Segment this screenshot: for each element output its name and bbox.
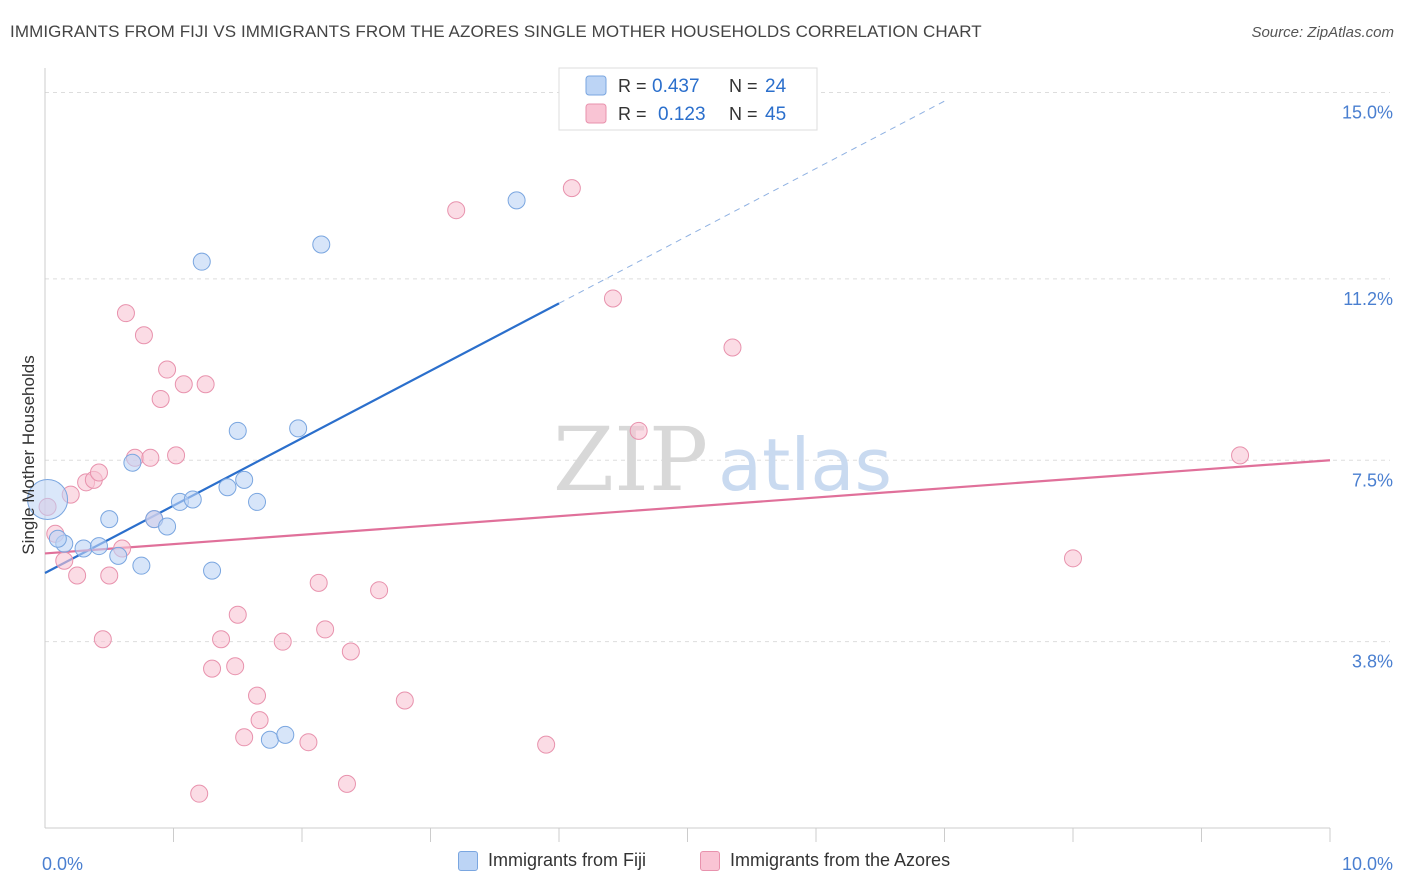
- point-azores-44: [1231, 446, 1250, 465]
- point-azores-20: [190, 784, 209, 803]
- legend-fiji-r-value: 0.437: [652, 76, 700, 97]
- gridlines: [45, 92, 1390, 643]
- point-fiji-5: [109, 546, 128, 565]
- point-fiji-20: [289, 419, 308, 438]
- point-fiji-9: [158, 517, 177, 536]
- point-fiji-17: [248, 492, 267, 511]
- point-fiji-12: [192, 252, 211, 271]
- legend-azores-r-value: 0.123: [658, 104, 706, 125]
- source-label: Source: ZipAtlas.com: [1251, 24, 1394, 41]
- point-fiji-2: [74, 539, 93, 558]
- point-azores-35: [370, 581, 389, 600]
- point-fiji-14: [218, 478, 237, 497]
- point-azores-7: [89, 463, 108, 482]
- point-azores-4: [68, 566, 87, 585]
- chart-title: IMMIGRANTS FROM FIJI VS IMMIGRANTS FROM …: [10, 22, 982, 41]
- point-fiji-13: [203, 561, 222, 580]
- point-azores-13: [134, 326, 153, 345]
- point-azores-33: [337, 774, 356, 793]
- x-tick-label-1: 10.0%: [1342, 854, 1393, 874]
- watermark-atlas: atlas: [718, 423, 892, 507]
- legend-fiji-r-label: R =: [618, 76, 647, 96]
- legend-item-azores: Immigrants from the Azores: [700, 850, 950, 871]
- legend-bottom: Immigrants from Fiji Immigrants from the…: [0, 850, 1406, 880]
- point-azores-40: [603, 289, 622, 308]
- trend-line-fiji: [44, 302, 560, 575]
- point-fiji-11: [183, 490, 202, 509]
- watermark: ZIP atlas: [553, 408, 892, 511]
- legend-fiji-n-label: N =: [729, 76, 758, 96]
- point-azores-36: [395, 691, 414, 710]
- legend-label-azores: Immigrants from the Azores: [730, 850, 951, 870]
- point-azores-9: [100, 566, 119, 585]
- x-ticks: [173, 828, 1331, 842]
- point-fiji-19: [276, 725, 295, 744]
- point-fiji-0: [27, 478, 69, 520]
- point-azores-29: [273, 632, 292, 651]
- point-azores-26: [235, 728, 254, 747]
- trend-line-fiji-extension: [558, 100, 945, 304]
- point-azores-27: [248, 686, 267, 705]
- y-axis-label: Single Mother Households: [19, 355, 38, 554]
- point-azores-21: [196, 375, 215, 394]
- watermark-zip: ZIP: [553, 408, 708, 511]
- x-tick-labels: 0.0% 10.0%: [42, 854, 1393, 874]
- point-azores-31: [309, 573, 328, 592]
- legend-fiji-n-value: 24: [765, 76, 787, 97]
- trend-line-azores: [44, 459, 1331, 555]
- point-azores-42: [723, 338, 742, 357]
- legend-azores-r-label: R =: [618, 104, 647, 124]
- point-azores-16: [151, 389, 170, 408]
- y-tick-label-1: 11.2%: [1343, 289, 1393, 309]
- point-azores-23: [212, 630, 231, 649]
- point-azores-25: [228, 605, 247, 624]
- legend-item-fiji: Immigrants from Fiji: [458, 850, 646, 871]
- point-fiji-16: [235, 470, 254, 489]
- point-azores-8: [93, 630, 112, 649]
- point-azores-32: [316, 620, 335, 639]
- point-azores-11: [116, 304, 135, 323]
- point-azores-43: [1064, 549, 1082, 568]
- legend-swatch-azores: [700, 850, 720, 871]
- y-tick-label-3: 3.8%: [1352, 652, 1393, 672]
- point-fiji-23: [48, 529, 67, 548]
- legend-azores-n-value: 45: [765, 104, 786, 125]
- point-azores-18: [167, 446, 186, 465]
- point-fiji-22: [507, 191, 526, 210]
- point-fiji-4: [100, 510, 119, 529]
- legend-azores-swatch: [585, 103, 607, 124]
- point-fiji-7: [132, 556, 151, 575]
- trend-lines: [44, 100, 1331, 575]
- point-azores-37: [447, 201, 466, 220]
- y-tick-labels: 15.0% 11.2% 7.5% 3.8%: [1342, 103, 1393, 672]
- legend-label-fiji: Immigrants from Fiji: [488, 850, 647, 870]
- legend-top: R = 0.437 N = 24 R = 0.123 N = 45: [558, 67, 818, 131]
- y-tick-label-2: 7.5%: [1352, 470, 1393, 490]
- point-azores-41: [629, 421, 648, 440]
- point-azores-14: [141, 448, 160, 467]
- point-fiji-3: [89, 537, 108, 556]
- point-azores-38: [537, 735, 556, 754]
- x-tick-label-0: 0.0%: [42, 854, 83, 874]
- y-tick-label-0: 15.0%: [1342, 103, 1393, 123]
- point-azores-39: [562, 179, 581, 198]
- point-azores-17: [158, 360, 177, 379]
- point-azores-19: [174, 375, 193, 394]
- point-fiji-21: [312, 235, 331, 254]
- data-points: [27, 179, 1250, 803]
- point-azores-34: [341, 642, 360, 661]
- point-azores-24: [226, 657, 245, 676]
- legend-fiji-swatch: [585, 75, 607, 96]
- point-azores-22: [203, 659, 222, 678]
- point-fiji-6: [123, 453, 142, 472]
- point-fiji-18: [260, 730, 279, 749]
- point-azores-2: [55, 551, 74, 570]
- point-azores-30: [299, 733, 318, 752]
- point-azores-28: [250, 711, 269, 730]
- legend-swatch-fiji: [458, 850, 478, 871]
- point-fiji-15: [228, 421, 247, 440]
- legend-azores-n-label: N =: [729, 104, 758, 124]
